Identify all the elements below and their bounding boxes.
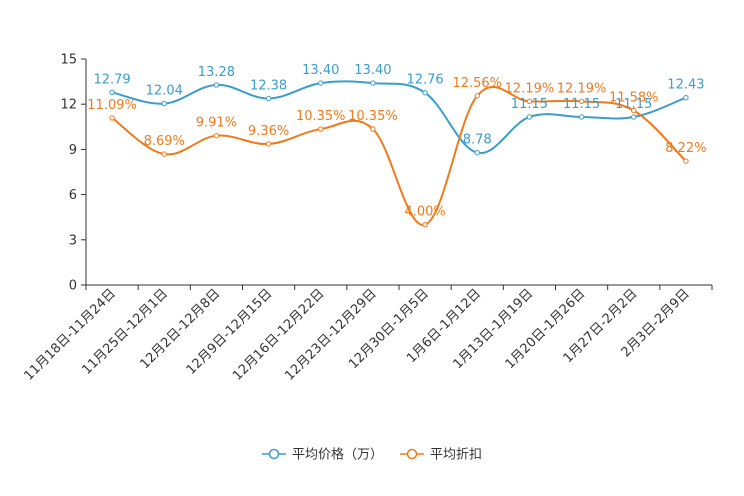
- data-point-1-0[interactable]: [109, 115, 115, 121]
- data-label-0-5: 13.40: [354, 63, 391, 78]
- data-point-1-10[interactable]: [631, 107, 637, 114]
- legend-label-0: 平均价格（万）: [292, 447, 383, 463]
- data-label-0-0: 12.79: [93, 72, 130, 87]
- x-tick-label: 12月16日-12月22日: [230, 286, 327, 383]
- data-label-1-8: 12.19%: [505, 81, 555, 96]
- data-point-0-3[interactable]: [265, 95, 272, 102]
- data-labels: 12.79 12.04 13.28 12.38 13.40 13.40 12.76 8.78 1…: [87, 63, 706, 220]
- data-point-0-2[interactable]: [213, 82, 220, 88]
- legend-label-1: 平均折扣: [430, 448, 482, 463]
- legend-item-0[interactable]: 平均价格（万）: [262, 447, 383, 463]
- y-tick-label: 3: [69, 233, 77, 248]
- data-label-1-9: 12.19%: [557, 81, 607, 96]
- data-label-1-3: 9.36%: [248, 124, 289, 139]
- data-point-0-4[interactable]: [318, 80, 324, 86]
- data-label-1-7: 12.56%: [452, 76, 502, 91]
- data-point-0-7[interactable]: [474, 150, 480, 156]
- data-label-0-9: 11.15: [563, 97, 600, 112]
- data-point-1-7[interactable]: [474, 93, 480, 99]
- data-label-0-2: 13.28: [198, 65, 235, 80]
- data-label-1-6: 4.00%: [404, 205, 445, 220]
- data-label-1-10: 11.58%: [609, 91, 659, 106]
- data-point-0-9[interactable]: [578, 114, 585, 120]
- data-label-0-10: 11.15: [615, 97, 652, 112]
- data-point-0-1[interactable]: [161, 100, 167, 107]
- data-point-1-2[interactable]: [213, 132, 220, 139]
- data-label-1-4: 10.35%: [296, 109, 346, 124]
- data-label-0-11: 12.43: [667, 78, 704, 93]
- data-label-0-1: 12.04: [146, 84, 183, 99]
- data-label-0-8: 11.15: [511, 97, 548, 112]
- data-point-0-10[interactable]: [631, 114, 637, 120]
- data-point-1-11[interactable]: [683, 158, 689, 164]
- y-tick-label: 15: [60, 53, 77, 68]
- data-label-1-11: 8.22%: [665, 141, 706, 156]
- data-label-0-6: 12.76: [406, 73, 443, 88]
- data-point-1-1[interactable]: [161, 151, 167, 157]
- legend-item-1[interactable]: 平均折扣: [400, 448, 482, 463]
- y-tick-label: 0: [69, 279, 77, 294]
- data-label-0-3: 12.38: [250, 78, 287, 93]
- legend[interactable]: 平均价格（万） 平均折扣: [262, 447, 482, 463]
- y-tick-label: 9: [69, 143, 77, 158]
- data-point-0-0[interactable]: [109, 89, 115, 95]
- data-label-0-7: 8.78: [463, 133, 492, 148]
- data-point-0-5[interactable]: [370, 80, 376, 86]
- data-label-1-1: 8.69%: [144, 134, 185, 149]
- legend-marker-1: [406, 448, 418, 460]
- data-point-0-8[interactable]: [526, 114, 533, 120]
- data-point-1-6[interactable]: [422, 222, 428, 228]
- data-label-1-0: 11.09%: [87, 98, 137, 113]
- data-point-0-11[interactable]: [683, 95, 689, 101]
- x-tick-label: 12月23日-12月29日: [282, 286, 379, 383]
- y-tick-label: 6: [69, 188, 77, 203]
- data-point-1-5[interactable]: [370, 126, 376, 132]
- x-tick-label: 11月18日-11月24日: [21, 286, 118, 383]
- series-points: [109, 80, 689, 228]
- data-label-1-2: 9.91%: [196, 116, 237, 131]
- data-point-1-8[interactable]: [526, 98, 533, 105]
- data-point-1-9[interactable]: [578, 98, 585, 105]
- data-point-1-3[interactable]: [265, 141, 272, 147]
- data-point-1-4[interactable]: [318, 126, 324, 132]
- data-label-1-5: 10.35%: [348, 109, 398, 124]
- data-label-0-4: 13.40: [302, 63, 339, 78]
- y-tick-label: 12: [60, 98, 77, 113]
- data-point-0-6[interactable]: [422, 90, 428, 96]
- legend-marker-0: [268, 448, 280, 460]
